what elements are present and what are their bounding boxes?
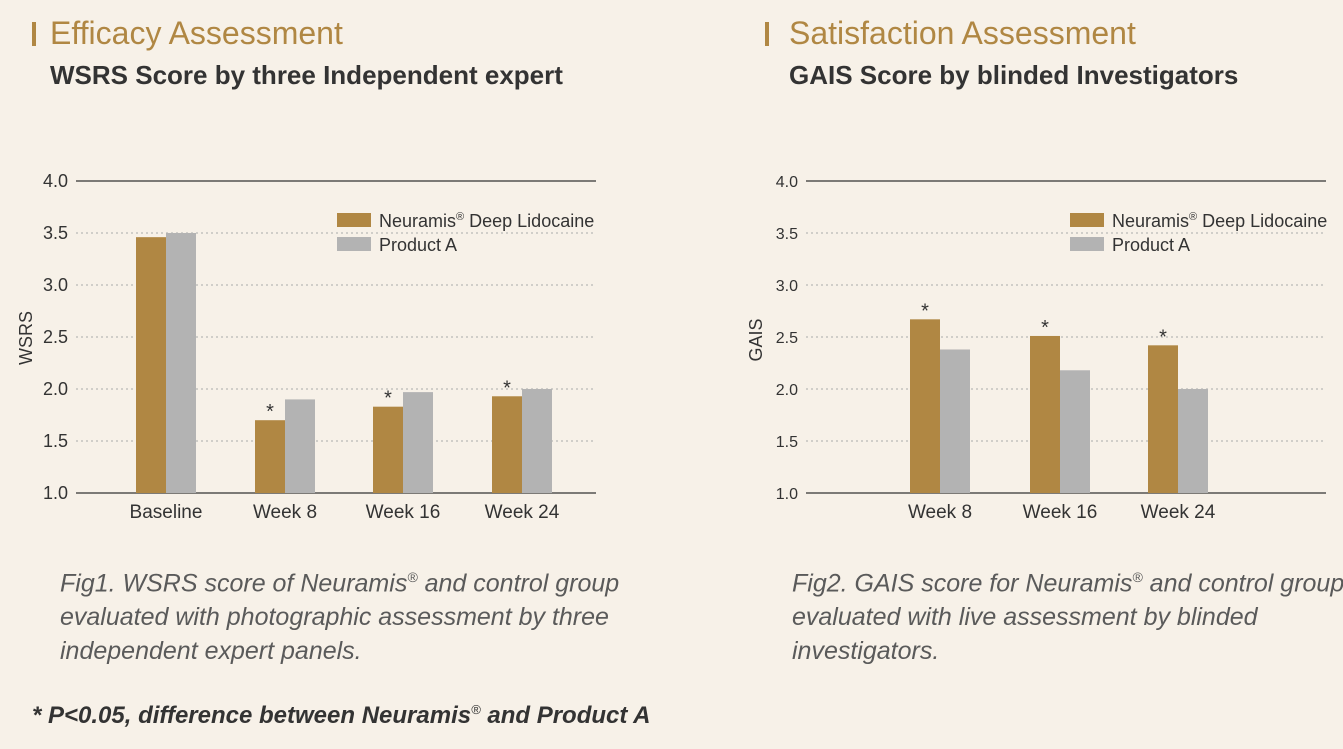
y-tick-label: 2.0 <box>43 379 68 399</box>
y-tick-label: 1.5 <box>43 431 68 451</box>
legend-label: Product A <box>379 235 457 255</box>
y-tick-label: 3.5 <box>776 226 798 243</box>
bar-neuramis <box>910 319 940 493</box>
y-tick-label: 3.0 <box>43 275 68 295</box>
bar-product-a <box>285 399 315 493</box>
efficacy-subtitle: WSRS Score by three Independent expert <box>50 60 563 90</box>
satisfaction-title: Satisfaction Assessment <box>789 15 1136 51</box>
bar-product-a <box>166 233 196 493</box>
significance-footnote: * P<0.05, difference between Neuramis® a… <box>32 702 651 729</box>
significance-marker: * <box>1159 326 1167 348</box>
legend-swatch-neuramis <box>1070 213 1104 227</box>
y-tick-label: 3.5 <box>43 223 68 243</box>
y-axis-label: WSRS <box>16 311 36 365</box>
x-tick-label: Week 8 <box>908 502 972 523</box>
y-tick-label: 2.0 <box>776 382 798 399</box>
wsrs-bar-chart: 1.0 1.5 2.0 2.5 3.0 3.5 4.0 WSRS Baseline * Week 8… <box>16 171 596 523</box>
legend-swatch-product-a <box>337 237 371 251</box>
significance-marker: * <box>266 401 274 423</box>
legend-swatch-neuramis <box>337 213 371 227</box>
y-tick-label: 1.0 <box>776 486 798 503</box>
significance-marker: * <box>503 377 511 399</box>
x-tick-label: Week 24 <box>1141 502 1216 523</box>
bar-product-a <box>1060 370 1090 493</box>
x-tick-label: Week 24 <box>485 502 560 523</box>
bar-neuramis <box>492 396 522 493</box>
y-axis-label: GAIS <box>746 318 766 361</box>
legend-label: Product A <box>1112 235 1190 255</box>
significance-marker: * <box>384 388 392 410</box>
bar-product-a <box>1178 389 1208 493</box>
efficacy-panel: Efficacy Assessment WSRS Score by three … <box>0 0 660 680</box>
bar-neuramis <box>373 406 403 493</box>
x-tick-label: Week 8 <box>253 502 317 523</box>
bar-neuramis <box>136 237 166 493</box>
x-tick-label: Week 16 <box>366 502 441 523</box>
y-tick-label: 1.0 <box>43 483 68 503</box>
legend-label: Neuramis® Deep Lidocaine <box>1112 211 1327 231</box>
satisfaction-panel: Satisfaction Assessment GAIS Score by bl… <box>740 0 1343 680</box>
bar-neuramis <box>1148 345 1178 493</box>
fig2-caption: Fig2. GAIS score for Neuramis® and contr… <box>792 569 1343 666</box>
y-tick-label: 4.0 <box>776 174 798 191</box>
gais-bar-chart: 1.0 1.5 2.0 2.5 3.0 3.5 4.0 GAIS * Week 8 * Week 16… <box>746 174 1327 523</box>
bar-neuramis <box>1030 335 1060 493</box>
bar-product-a <box>940 349 970 493</box>
legend-label: Neuramis® Deep Lidocaine <box>379 211 594 231</box>
bar-product-a <box>522 389 552 493</box>
legend-swatch-product-a <box>1070 237 1104 251</box>
y-tick-label: 1.5 <box>776 434 798 451</box>
x-tick-label: Week 16 <box>1023 502 1098 523</box>
y-tick-label: 2.5 <box>43 327 68 347</box>
significance-marker: * <box>1041 317 1049 339</box>
fig1-caption: Fig1. WSRS score of Neuramis® and contro… <box>60 569 620 666</box>
bar-product-a <box>403 392 433 493</box>
section-accent-bar <box>765 22 769 46</box>
satisfaction-subtitle: GAIS Score by blinded Investigators <box>789 60 1239 90</box>
section-accent-bar <box>32 22 36 46</box>
significance-marker: * <box>921 300 929 322</box>
y-tick-label: 4.0 <box>43 171 68 191</box>
y-tick-label: 2.5 <box>776 330 798 347</box>
efficacy-title: Efficacy Assessment <box>50 15 343 51</box>
bar-neuramis <box>255 420 285 493</box>
x-tick-label: Baseline <box>130 502 203 523</box>
y-tick-label: 3.0 <box>776 278 798 295</box>
